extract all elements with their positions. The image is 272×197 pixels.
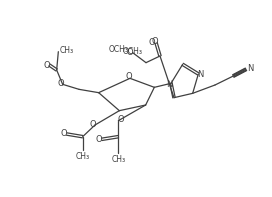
Text: N: N bbox=[197, 70, 203, 78]
Text: O: O bbox=[43, 60, 50, 70]
Text: O: O bbox=[117, 115, 124, 124]
Text: O: O bbox=[126, 72, 132, 81]
Text: O: O bbox=[126, 48, 133, 57]
Text: N: N bbox=[247, 64, 253, 73]
Text: N: N bbox=[166, 80, 172, 89]
Text: OCH₃: OCH₃ bbox=[108, 45, 128, 54]
Text: O: O bbox=[90, 120, 96, 128]
Text: CH₃: CH₃ bbox=[111, 155, 125, 164]
Text: CH₃: CH₃ bbox=[76, 152, 90, 161]
Text: O: O bbox=[148, 38, 155, 47]
Text: OCH₃: OCH₃ bbox=[123, 47, 143, 56]
Text: O: O bbox=[57, 79, 64, 88]
Text: O: O bbox=[152, 37, 158, 46]
Text: O: O bbox=[60, 129, 67, 138]
Text: O: O bbox=[95, 135, 102, 144]
Text: CH₃: CH₃ bbox=[59, 46, 73, 55]
